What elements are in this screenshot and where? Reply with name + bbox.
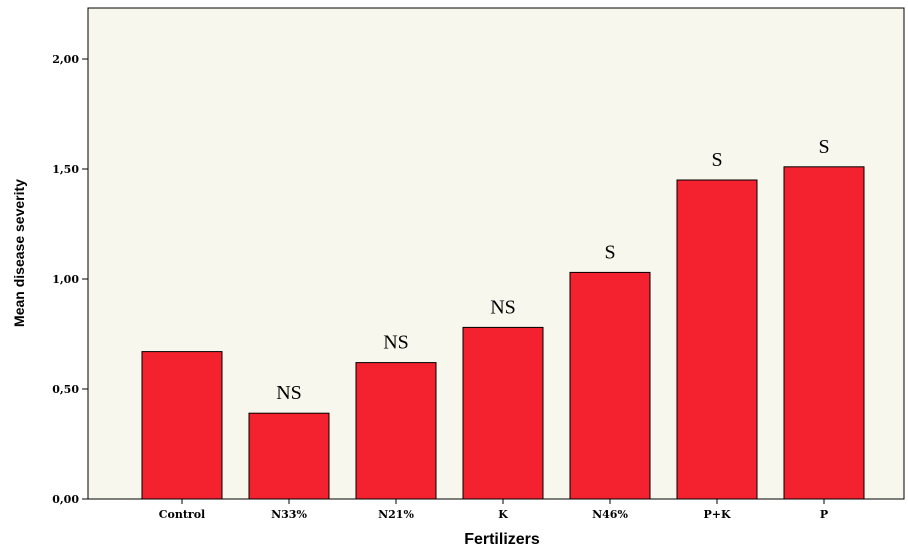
- bar: [248, 412, 330, 500]
- y-tick-label: 1,50: [52, 163, 79, 176]
- y-tick-label: 1,00: [52, 273, 79, 286]
- y-tick-label: 2,00: [52, 53, 79, 66]
- x-tick-label: N21%: [378, 508, 414, 521]
- significance-label: S: [604, 241, 615, 263]
- significance-label: NS: [490, 296, 516, 318]
- bars-group: [141, 166, 865, 500]
- x-axis-title: Fertilizers: [464, 531, 540, 548]
- bar: [141, 351, 223, 500]
- significance-label: S: [711, 149, 722, 171]
- x-axis: Control N33% N21% K N46% P+K P: [159, 499, 828, 521]
- bar: [676, 179, 758, 500]
- x-tick-label: K: [498, 508, 508, 521]
- annotations-group: NS NS NS S S S: [276, 136, 829, 404]
- significance-label: S: [818, 136, 829, 158]
- y-tick-label: 0,00: [52, 493, 79, 506]
- y-axis: 0,00 0,50 1,00 1,50 2,00: [52, 53, 88, 506]
- x-tick-label: P: [820, 508, 828, 521]
- x-tick-label: N46%: [592, 508, 628, 521]
- significance-label: NS: [383, 332, 409, 354]
- x-tick-label: Control: [159, 508, 205, 521]
- significance-label: NS: [276, 382, 302, 404]
- bar: [783, 166, 865, 500]
- bar: [462, 326, 544, 500]
- bar: [569, 271, 651, 500]
- y-axis-title: Mean disease severity: [11, 179, 27, 327]
- bar: [355, 362, 437, 500]
- x-tick-label: N33%: [271, 508, 307, 521]
- x-tick-label: P+K: [703, 508, 730, 521]
- y-tick-label: 0,50: [52, 383, 79, 396]
